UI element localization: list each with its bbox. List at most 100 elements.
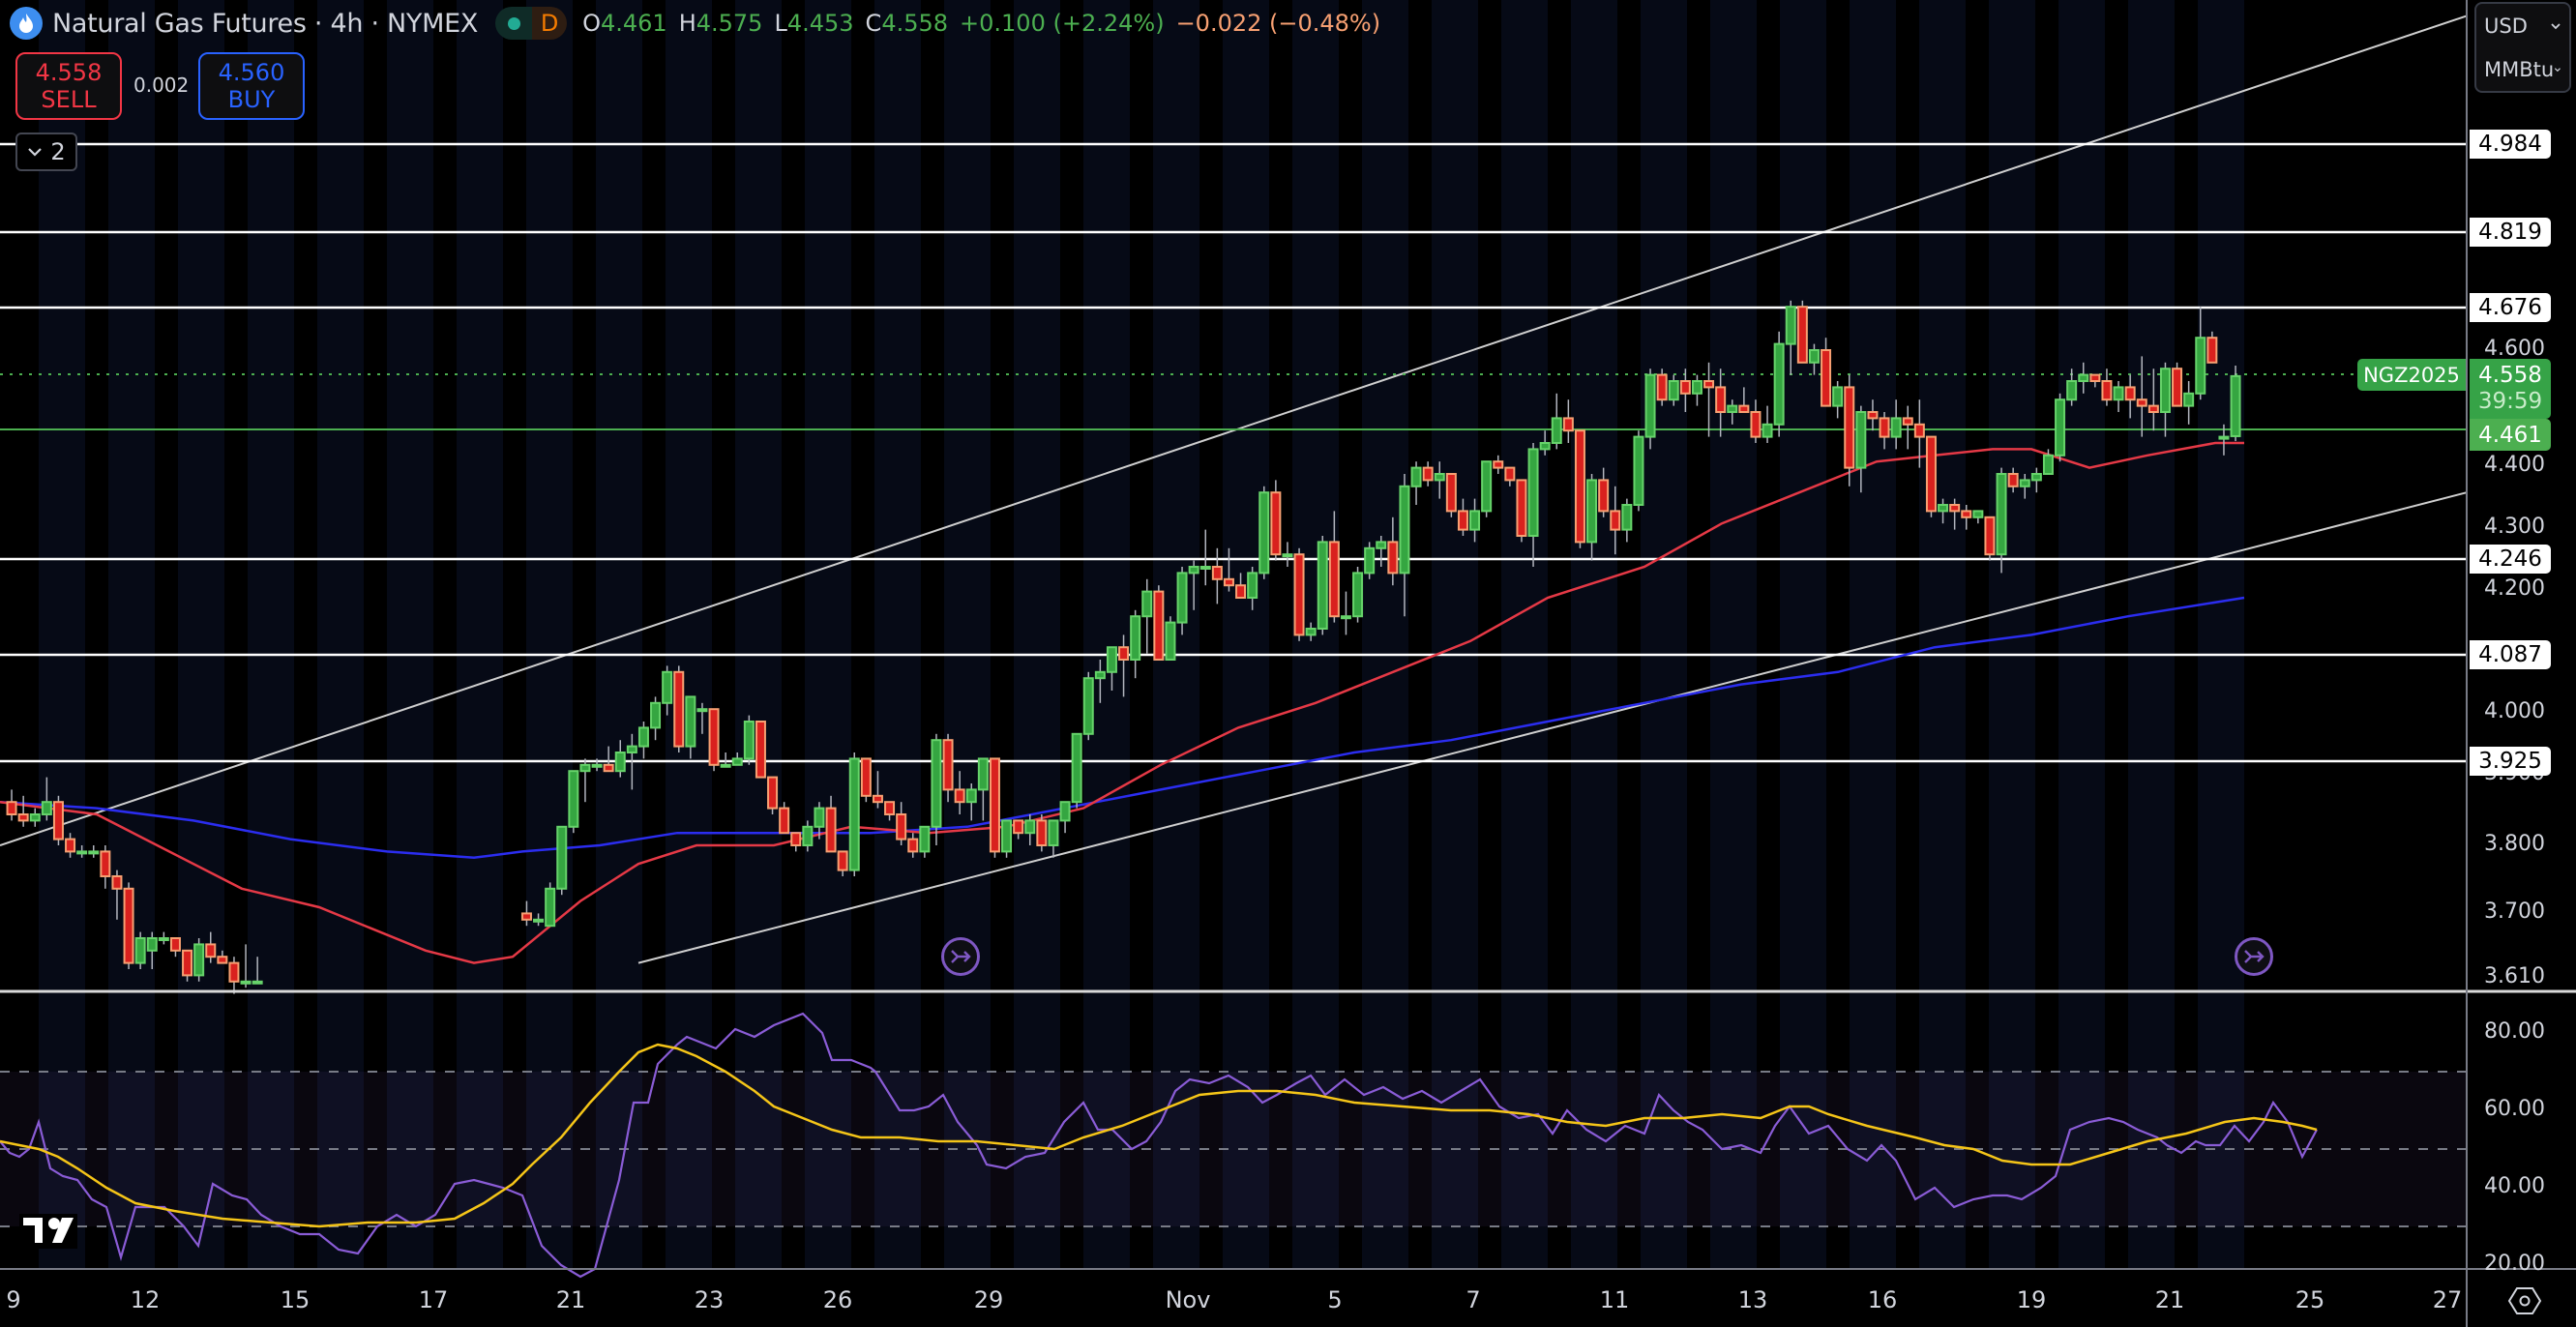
candle-up: [1996, 473, 2007, 556]
candle-up: [1469, 510, 1481, 531]
candle-up: [252, 980, 263, 985]
session-stripe: [1501, 0, 1548, 1269]
session-stripe: [1919, 0, 1966, 1269]
candle-down: [1715, 386, 1727, 413]
level-price-tag: 4.676: [2470, 293, 2551, 322]
candle-up: [76, 850, 88, 855]
candle-down: [907, 838, 919, 853]
candle-down: [1913, 423, 1925, 438]
candle-up: [1282, 553, 1293, 558]
open-value: 4.461: [600, 10, 667, 37]
candle-down: [1703, 380, 1715, 389]
candle-up: [650, 701, 662, 729]
candle-up: [1855, 411, 1867, 469]
candle-down: [954, 788, 965, 804]
open-price-tag: 4.461: [2470, 419, 2551, 451]
time-tick-label: 19: [2016, 1286, 2047, 1313]
candle-up: [2066, 380, 2078, 401]
session-stripe: [874, 0, 921, 1269]
candle-down: [825, 807, 837, 853]
session-stripe: [2128, 0, 2175, 1269]
candle-up: [2042, 454, 2054, 475]
candle-down: [989, 757, 1000, 853]
market-status-pill[interactable]: D: [495, 7, 568, 40]
arrow-right-icon: [951, 950, 971, 963]
candle-down: [1270, 491, 1282, 556]
unit-select[interactable]: MMBtu: [2484, 58, 2561, 81]
candle-down: [1902, 417, 1913, 426]
currency-unit-selector[interactable]: USD MMBtu: [2474, 2, 2571, 93]
candle-up: [1621, 504, 1633, 531]
candle-down: [2124, 386, 2136, 401]
candle-down: [65, 838, 76, 853]
change-value: +0.100 (+2.24%): [960, 10, 1165, 37]
candle-up: [1141, 590, 1153, 618]
time-tick-label: 13: [1737, 1286, 1768, 1313]
rsi-tick-label: 80.00: [2484, 1019, 2545, 1044]
candle-down: [520, 912, 532, 921]
scroll-to-latest-button[interactable]: [2235, 937, 2273, 976]
candle-up: [2183, 392, 2195, 407]
session-stripe: [457, 0, 503, 1269]
candle-up: [1258, 491, 1270, 575]
candle-up: [1305, 628, 1317, 636]
candle-down: [942, 739, 954, 791]
level-price-tag: 4.819: [2470, 218, 2551, 247]
unit-label: MMBtu: [2484, 57, 2555, 81]
currency-select[interactable]: USD: [2484, 15, 2561, 38]
candle-down: [872, 794, 883, 804]
candle-up: [193, 943, 205, 977]
candle-down: [1328, 541, 1340, 618]
candle-up: [1539, 442, 1551, 451]
price-tick-label: 4.200: [2484, 576, 2545, 601]
tradingview-logo[interactable]: [19, 1214, 77, 1253]
candle-up: [158, 937, 169, 941]
candle-down: [1574, 429, 1585, 544]
candle-down: [2172, 368, 2183, 407]
time-tick-label: 23: [694, 1286, 725, 1313]
buy-button[interactable]: 4.560 BUY: [198, 52, 305, 120]
candle-up: [1094, 670, 1106, 680]
candle-down: [1013, 819, 1024, 835]
candle-down: [182, 949, 193, 977]
time-tick-label: 27: [2432, 1286, 2463, 1313]
indicators-collapse-button[interactable]: 2: [15, 133, 77, 171]
candle-up: [579, 763, 591, 773]
candle-down: [1867, 411, 1879, 420]
chart-settings-gear-icon[interactable]: [2507, 1286, 2542, 1315]
candle-up: [2030, 473, 2042, 482]
candle-down: [1610, 510, 1621, 531]
candle-up: [2218, 435, 2230, 440]
candle-down: [17, 813, 29, 822]
high-value: 4.575: [696, 10, 763, 37]
candle-up: [1762, 423, 1773, 438]
flame-icon: [10, 7, 43, 40]
candle-up: [1176, 572, 1188, 624]
session-stripe: [1571, 0, 1617, 1269]
candle-down: [1796, 306, 1808, 364]
symbol-title[interactable]: Natural Gas Futures · 4h · NYMEX: [52, 8, 479, 39]
candle-up: [1317, 541, 1328, 631]
time-tick-label: 26: [822, 1286, 853, 1313]
candle-down: [884, 801, 896, 816]
candle-down: [1925, 435, 1937, 513]
session-stripe: [666, 0, 712, 1269]
high-label: H: [678, 10, 696, 37]
rsi-tick-label: 60.00: [2484, 1097, 2545, 1121]
sell-label: SELL: [41, 86, 97, 113]
candle-up: [568, 770, 579, 828]
candle-up: [1668, 380, 1679, 401]
time-tick-label: 12: [130, 1286, 161, 1313]
candle-down: [896, 813, 907, 840]
candle-down: [205, 943, 217, 958]
candle-down: [1223, 577, 1234, 587]
candle-down: [1457, 510, 1468, 531]
time-tick-label: 21: [555, 1286, 586, 1313]
candle-up: [1644, 373, 1656, 438]
scroll-to-realtime-button[interactable]: [941, 937, 980, 976]
level-price-tag: 4.087: [2470, 640, 2551, 669]
session-stripe: [178, 0, 224, 1269]
sell-button[interactable]: 4.558 SELL: [15, 52, 122, 120]
time-tick-label: 16: [1867, 1286, 1898, 1313]
